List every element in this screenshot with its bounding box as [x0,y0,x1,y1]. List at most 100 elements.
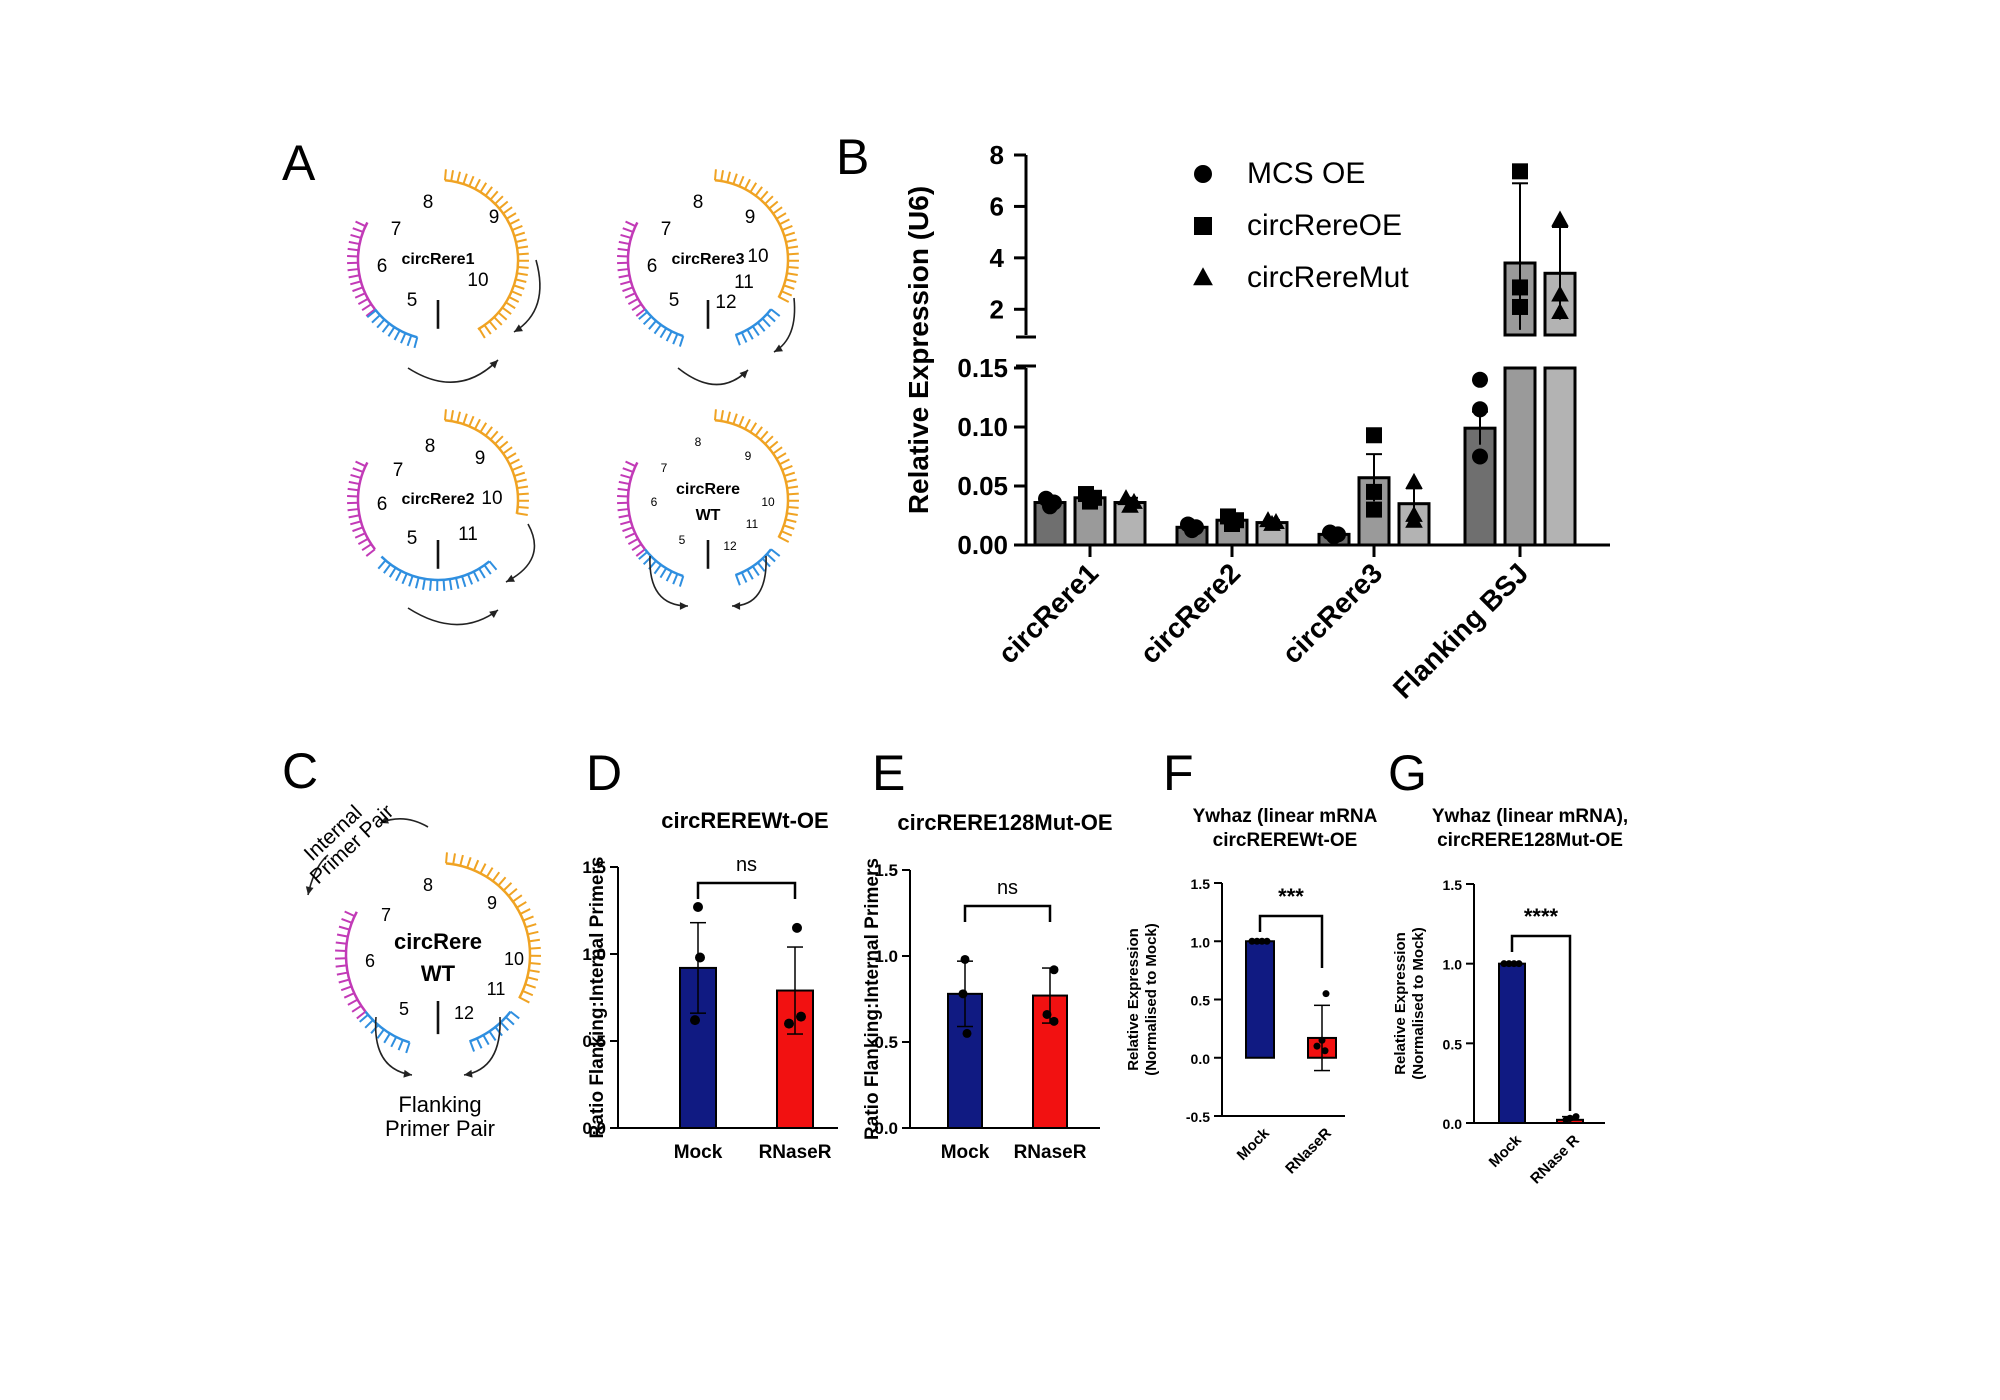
primer-arrow-1-head [506,574,515,582]
data-point [1049,965,1059,975]
x-tick-label: Flanking BSJ [1387,557,1534,704]
primer-arrow-0 [407,607,499,626]
x-tick-label: Mock [674,1142,723,1163]
data-point [1042,1009,1052,1019]
chart-title: circRERE128Mut-OE [897,810,1112,835]
data-point [1366,427,1382,444]
significance-bracket [1510,934,1572,1111]
data-point [690,1015,700,1026]
chart-b-relative-expression: 0.00 0.05 0.10 0.15 2 4 6 8 Relative Expression … [903,140,1610,705]
data-point [1366,483,1382,500]
data-point [1049,1016,1059,1026]
y-tick-label-upper: 8 [990,140,1004,170]
y-tick-label: 1.0 [1443,957,1463,973]
blue-exon-arc-ticks [638,311,685,347]
data-point [1194,217,1212,235]
data-point [1562,1116,1570,1124]
blue-exon-arc-ticks [377,559,498,592]
y-tick-label-lower: 0.10 [957,412,1008,442]
exon-label-10: 10 [481,488,502,509]
data-point [1472,371,1488,388]
x-tick-label: circRere2 [1134,557,1246,669]
data-point [1512,279,1528,296]
magenta-exon-arc-ticks [335,910,367,1020]
data-point [1263,937,1271,945]
exon-label-10: 10 [747,246,768,267]
orange-exon-arc-ticks [713,169,800,303]
y-tick-label: 0.0 [582,1119,606,1138]
exon-label-6: 6 [647,256,658,277]
y-axis-label: (Normalised to Mock) [1410,927,1427,1080]
exon-label-5: 5 [669,290,680,311]
blue-exon-arc-ticks [638,551,685,587]
y-tick-label: 1.0 [874,947,898,966]
exon-label-9: 9 [745,449,752,463]
exon-label-7: 7 [381,905,391,925]
exon-label-8: 8 [423,192,434,213]
primer-arrow-1 [773,297,796,353]
data-point [960,954,970,964]
magenta-exon-arc [626,461,646,551]
primer-arrow-1-head [732,602,741,610]
bar-square-lower [1503,366,1537,547]
circ-label: circRere2 [402,491,475,508]
data-point [1224,515,1240,532]
primer-arrow-1-head [774,344,783,352]
chart-e-circrere128mut-ratio: 0.0 0.5 1.0 1.5 circRERE128Mut-OE Ratio Flank… [862,810,1113,1163]
magenta-exon-arc-ticks [617,220,646,317]
significance-label: ns [997,877,1018,899]
significance-label: ns [736,854,757,876]
data-point [1253,937,1261,945]
circ-label: circRere [394,929,482,954]
blue-exon-arc-2-ticks [735,308,781,346]
blue-exon-arc-ticks [366,309,419,349]
data-point [1515,960,1523,968]
data-point [1405,472,1423,489]
primer-arrow-0 [677,367,749,386]
exon-label-8: 8 [425,436,436,457]
circ-label-2: WT [421,961,456,986]
primer-arrow-1 [731,555,767,607]
exon-label-7: 7 [391,219,402,240]
primer-arrow-0-head [739,370,748,379]
magenta-exon-arc [356,221,376,311]
data-point [1318,1036,1326,1044]
bar-circle [1463,426,1497,547]
chart-title: Ywhaz (linear mRNA [1193,806,1378,827]
blue-exon-arc-2 [734,308,773,337]
primer-arrow-2-head [305,886,314,895]
data-point [1551,210,1569,227]
primer-arrow-1 [513,259,541,333]
exon-label-10: 10 [761,495,775,509]
exon-label-6: 6 [377,256,388,277]
exon-label-7: 7 [393,460,404,481]
primer-arrow-1 [463,1016,501,1076]
blue-exon-arc-2-ticks [735,548,781,586]
y-tick-label: 1.0 [582,945,606,964]
flanking-primer-label-line2: Primer Pair [385,1116,495,1141]
y-axis-label: Relative Expression [1125,928,1142,1071]
flanking-primer-label-line1: Flanking [398,1092,481,1117]
exon-label-6: 6 [365,951,375,971]
chart-title: circRERE128Mut-OE [1437,830,1623,851]
chart-g-ywhaz-mut: 0.0 0.5 1.0 1.5 Ywhaz (linear mRNA), circRERE… [1392,806,1628,1187]
blue-exon-arc [643,548,684,578]
y-axis-label: (Normalised to Mock) [1143,923,1160,1076]
panel-letter-f: F [1163,745,1194,801]
data-point [1184,522,1200,539]
primer-arrow-0 [374,1016,413,1076]
orange-exon-arc [444,419,520,515]
chart-title: circREREWt-OE [661,808,828,833]
primer-arrow-0-head [403,1069,412,1078]
chart-title: circREREWt-OE [1213,830,1358,851]
circ-label: circRere [676,481,740,498]
exon-label-11: 11 [734,272,754,293]
bar-mock [1498,962,1526,1125]
panel-letter-e: E [872,745,905,801]
data-point [1512,298,1528,315]
panel-letter-g: G [1388,745,1427,801]
orange-exon-arc [444,179,520,331]
data-point [1512,163,1528,180]
